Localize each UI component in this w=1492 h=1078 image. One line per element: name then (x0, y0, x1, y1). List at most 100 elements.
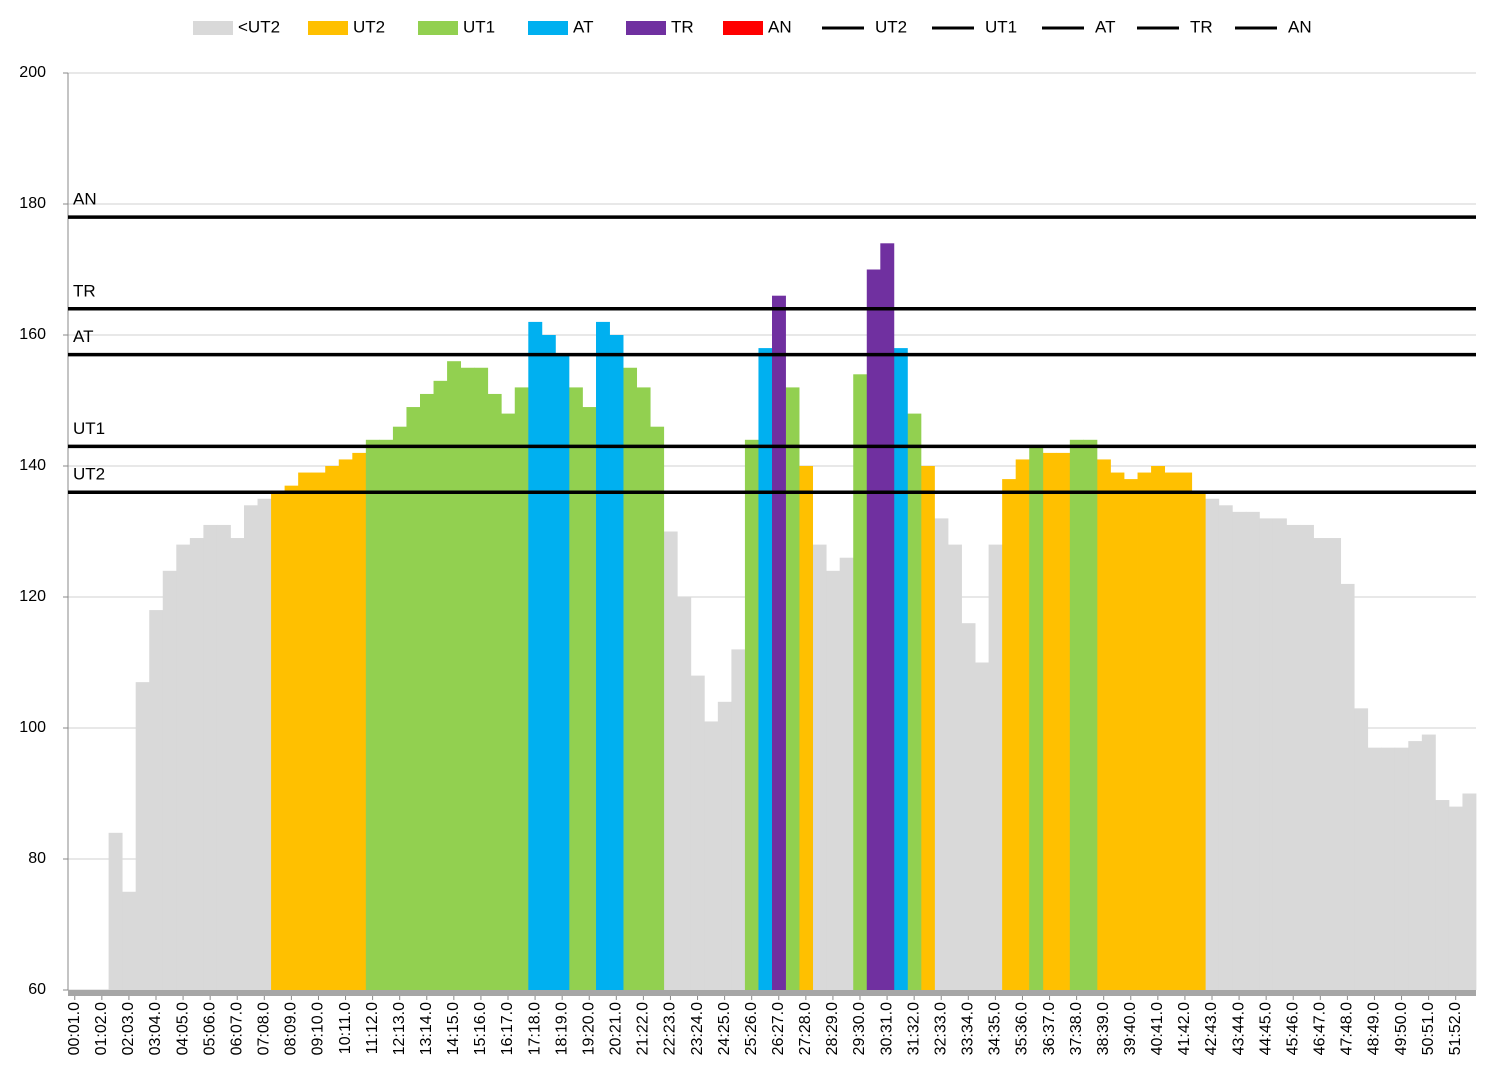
bar (514, 387, 529, 990)
bar (1381, 747, 1396, 990)
x-tick-label: 25:26.0 (743, 1002, 760, 1055)
bar (379, 439, 394, 990)
x-tick-label: 14:15.0 (445, 1002, 462, 1055)
bar (135, 682, 150, 990)
x-tick-label: 23:24.0 (689, 1002, 706, 1055)
bar (311, 472, 326, 990)
x-tick-label: 15:16.0 (472, 1002, 489, 1055)
y-tick-label: 60 (28, 981, 46, 998)
reference-label: UT2 (73, 465, 105, 484)
bar (203, 524, 218, 990)
bar (176, 544, 191, 990)
bar (1448, 806, 1463, 990)
bar (677, 597, 692, 990)
bar (555, 354, 570, 990)
bar (623, 367, 638, 990)
bar (216, 524, 231, 990)
bar (1354, 708, 1369, 990)
bar (1002, 479, 1017, 990)
reference-label: AT (73, 327, 93, 346)
x-tick-label: 07:08.0 (256, 1002, 273, 1055)
bar (1286, 524, 1301, 990)
bar (1124, 479, 1138, 990)
y-tick-label: 80 (28, 850, 46, 867)
x-tick-label: 10:11.0 (337, 1002, 354, 1054)
legend-label: TR (1190, 17, 1213, 36)
bar (230, 538, 245, 990)
x-tick-label: 33:34.0 (960, 1002, 977, 1055)
x-tick-label: 11:12.0 (364, 1002, 381, 1054)
bar (528, 321, 543, 990)
bar (1083, 439, 1098, 990)
bar (1069, 439, 1084, 990)
x-tick-label: 01:02.0 (93, 1002, 110, 1055)
x-tick-label: 38:39.0 (1095, 1002, 1112, 1055)
bar (1015, 459, 1030, 990)
x-tick-label: 00:01.0 (66, 1002, 83, 1055)
bar (298, 472, 313, 990)
bar (1313, 538, 1328, 990)
legend-label: AN (1288, 17, 1312, 36)
reference-label: UT1 (73, 419, 105, 438)
x-tick-label: 50:51.0 (1420, 1002, 1437, 1055)
bar (1259, 518, 1274, 990)
legend-label: UT1 (463, 17, 495, 36)
legend-label: AT (573, 17, 593, 36)
y-tick-label: 200 (19, 64, 46, 81)
legend-swatch (193, 21, 233, 35)
bar (1056, 452, 1071, 990)
bar (1462, 793, 1477, 990)
bar (1164, 472, 1179, 990)
bar (785, 387, 800, 990)
bar (975, 662, 990, 990)
bar (108, 832, 123, 990)
bar (1042, 452, 1057, 990)
bar (541, 335, 556, 990)
bar (1340, 583, 1355, 990)
bar (1394, 747, 1409, 990)
x-tick-label: 31:32.0 (905, 1002, 922, 1055)
bar (1300, 524, 1314, 990)
bar (1178, 472, 1193, 990)
x-tick-label: 27:28.0 (797, 1002, 814, 1055)
bar (704, 721, 719, 990)
bar (934, 518, 949, 990)
legend-label: UT1 (985, 17, 1017, 36)
x-tick-label: 05:06.0 (201, 1002, 218, 1055)
bar (257, 498, 272, 990)
bar (663, 531, 678, 990)
x-tick-label: 51:52.0 (1447, 1002, 1464, 1055)
x-tick-label: 22:23.0 (662, 1002, 679, 1055)
bar (609, 335, 624, 990)
x-tick-label: 19:20.0 (580, 1002, 597, 1055)
bar (352, 452, 367, 990)
bar (839, 557, 854, 990)
bar (853, 374, 868, 990)
legend-swatch (723, 21, 763, 35)
x-tick-label: 48:49.0 (1366, 1002, 1383, 1055)
bar (826, 570, 841, 990)
bar (149, 610, 164, 990)
bar (961, 623, 976, 990)
bar (744, 439, 759, 990)
legend-label: UT2 (353, 17, 385, 36)
x-tick-label: 46:47.0 (1312, 1002, 1329, 1055)
bar (1327, 538, 1342, 990)
x-tick-label: 20:21.0 (608, 1002, 625, 1055)
bar (1435, 800, 1450, 990)
x-tick-label: 16:17.0 (499, 1002, 516, 1055)
x-tick-label: 47:48.0 (1339, 1002, 1356, 1055)
bar (1245, 511, 1260, 990)
bar (1408, 741, 1423, 990)
reference-label: TR (73, 281, 96, 300)
bar (365, 439, 380, 990)
legend-label: TR (671, 17, 694, 36)
bar (1029, 446, 1044, 991)
x-tick-label: 40:41.0 (1149, 1002, 1166, 1055)
bar (988, 544, 1003, 990)
bar (447, 361, 462, 990)
bar (122, 891, 137, 990)
x-axis (68, 990, 1476, 996)
x-tick-label: 26:27.0 (770, 1002, 787, 1055)
x-tick-label: 06:07.0 (228, 1002, 245, 1055)
